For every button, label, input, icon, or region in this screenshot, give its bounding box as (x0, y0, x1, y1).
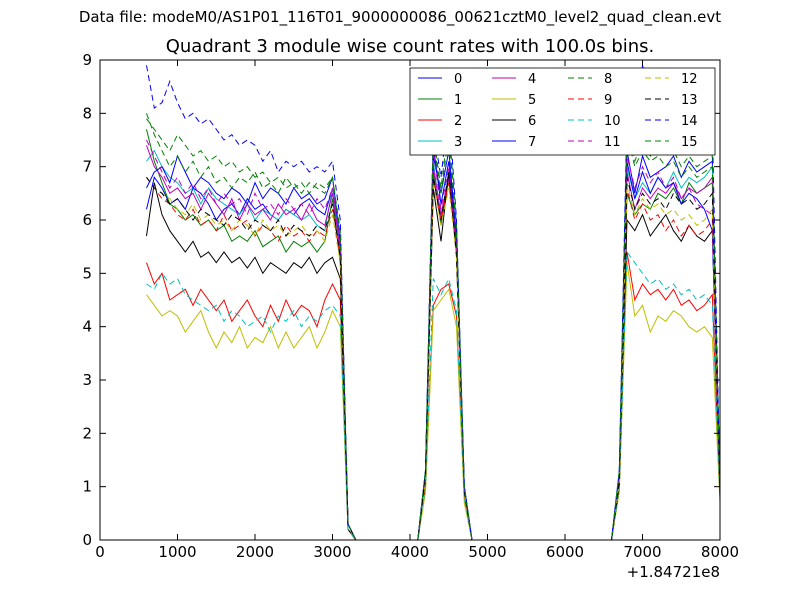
y-tick-label: 4 (82, 318, 92, 336)
legend-label-14: 14 (681, 114, 698, 129)
series-line-9 (146, 177, 720, 540)
y-tick-label: 0 (82, 531, 92, 549)
legend-label-9: 9 (604, 93, 612, 108)
x-tick-label: 1000 (158, 543, 196, 561)
x-tick-label: 8000 (701, 543, 739, 561)
y-tick-label: 2 (82, 424, 92, 442)
legend-label-15: 15 (681, 135, 698, 150)
series-line-10 (146, 250, 720, 540)
x-tick-label: 3000 (313, 543, 351, 561)
legend-label-1: 1 (454, 93, 462, 108)
y-tick-label: 8 (82, 104, 92, 122)
x-tick-label: 0 (95, 543, 105, 561)
legend-label-4: 4 (528, 72, 536, 87)
legend-label-5: 5 (528, 93, 536, 108)
y-tick-label: 3 (82, 371, 92, 389)
legend-label-2: 2 (454, 114, 462, 129)
x-tick-label: 7000 (623, 543, 661, 561)
legend-label-6: 6 (528, 114, 536, 129)
series-line-6 (146, 171, 720, 540)
series-layer (146, 65, 720, 540)
legend-label-11: 11 (604, 135, 621, 150)
legend-label-12: 12 (681, 72, 698, 87)
legend-label-7: 7 (528, 135, 536, 150)
y-tick-label: 6 (82, 211, 92, 229)
y-tick-label: 9 (82, 51, 92, 69)
x-tick-label: 2000 (236, 543, 274, 561)
legend-label-8: 8 (604, 72, 612, 87)
y-tick-label: 1 (82, 478, 92, 496)
x-offset-label: +1.84721e8 (627, 563, 720, 581)
axes-layer: 0 1000 2000 3000 4000 5000 6000 7000 80000123456… (82, 51, 739, 561)
legend-label-3: 3 (454, 135, 462, 150)
legend-label-10: 10 (604, 114, 621, 129)
legend-label-0: 0 (454, 72, 462, 87)
legend-label-13: 13 (681, 93, 698, 108)
series-line-12 (146, 177, 720, 540)
y-tick-label: 7 (82, 158, 92, 176)
series-line-7 (146, 150, 720, 540)
x-tick-label: 5000 (468, 543, 506, 561)
x-tick-label: 4000 (391, 543, 429, 561)
series-line-15 (146, 118, 720, 540)
x-tick-label: 6000 (546, 543, 584, 561)
series-line-3 (146, 149, 720, 540)
series-line-13 (146, 171, 720, 540)
chart-title: Quadrant 3 module wise count rates with … (165, 36, 655, 57)
series-line-2 (146, 251, 720, 540)
suptitle: Data file: modeM0/AS1P01_116T01_90000000… (78, 8, 722, 26)
y-tick-label: 5 (82, 264, 92, 282)
legend-frame (409, 67, 716, 156)
